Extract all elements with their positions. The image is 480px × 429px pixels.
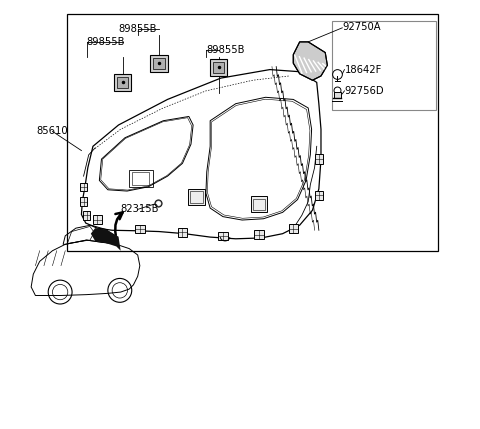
Bar (315, 190, 323, 200)
Text: 85610: 85610 (36, 127, 68, 136)
Bar (80, 197, 87, 206)
Text: 89855B: 89855B (119, 24, 157, 34)
Bar (190, 191, 203, 203)
Bar (151, 54, 168, 72)
Text: 82315B: 82315B (120, 204, 159, 214)
Polygon shape (293, 42, 327, 80)
Bar (132, 172, 149, 184)
Text: 89855B: 89855B (86, 37, 125, 47)
Bar (117, 77, 128, 88)
Bar (334, 92, 341, 98)
Bar (254, 230, 264, 239)
Bar (210, 59, 227, 76)
Bar (315, 154, 323, 164)
Bar (80, 182, 87, 191)
Text: 92750A: 92750A (342, 22, 381, 32)
Bar (218, 232, 228, 241)
Bar (288, 224, 298, 233)
Text: 89855B: 89855B (206, 45, 244, 55)
Bar (154, 57, 165, 69)
Bar (253, 199, 265, 210)
Text: 92756D: 92756D (345, 86, 384, 96)
Polygon shape (91, 228, 120, 251)
Bar (332, 21, 436, 110)
Bar (93, 215, 102, 224)
Bar (83, 211, 90, 220)
Bar (251, 196, 267, 211)
Bar (188, 188, 205, 205)
Bar (67, 14, 438, 251)
Text: 18642F: 18642F (345, 65, 382, 75)
Bar (135, 225, 144, 233)
Bar (178, 228, 187, 237)
Bar (213, 62, 224, 73)
Bar (129, 170, 153, 187)
Bar (114, 74, 132, 91)
